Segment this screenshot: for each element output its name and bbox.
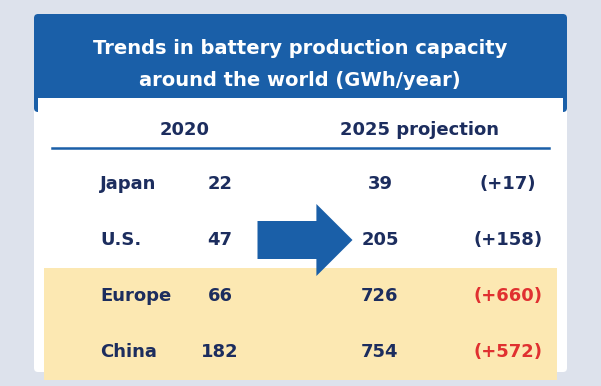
Text: U.S.: U.S.: [100, 231, 141, 249]
Text: Japan: Japan: [100, 175, 156, 193]
Text: (+17): (+17): [480, 175, 536, 193]
Text: China: China: [100, 343, 157, 361]
Text: 754: 754: [361, 343, 398, 361]
Text: 205: 205: [361, 231, 398, 249]
Bar: [44, 324, 557, 380]
Bar: [38, 98, 563, 112]
Text: 2025 projection: 2025 projection: [341, 121, 499, 139]
Text: Trends in battery production capacity: Trends in battery production capacity: [93, 39, 507, 58]
Text: (+158): (+158): [474, 231, 543, 249]
Text: 39: 39: [367, 175, 392, 193]
FancyBboxPatch shape: [34, 14, 567, 112]
Text: 726: 726: [361, 287, 398, 305]
FancyBboxPatch shape: [34, 14, 567, 372]
Text: 22: 22: [207, 175, 233, 193]
Text: Europe: Europe: [100, 287, 171, 305]
Text: (+660): (+660): [474, 287, 543, 305]
Bar: [44, 268, 557, 324]
Text: 182: 182: [201, 343, 239, 361]
Text: around the world (GWh/year): around the world (GWh/year): [139, 71, 461, 90]
Text: 66: 66: [207, 287, 233, 305]
Text: (+572): (+572): [474, 343, 543, 361]
Text: 2020: 2020: [160, 121, 210, 139]
Polygon shape: [257, 204, 353, 276]
Text: 47: 47: [207, 231, 233, 249]
